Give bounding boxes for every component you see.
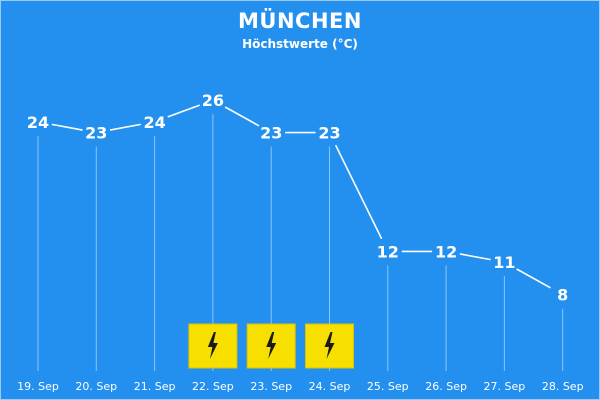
lightning-bolt-icon	[188, 323, 238, 369]
data-label: 24	[143, 113, 165, 132]
data-label: 12	[377, 242, 399, 261]
series-line-segment	[334, 144, 383, 240]
x-tick-label: 22. Sep	[192, 380, 234, 393]
chart-subtitle: Höchstwerte (°C)	[242, 37, 358, 51]
data-label: 11	[493, 253, 515, 272]
data-label: 12	[435, 242, 457, 261]
x-tick-label: 27. Sep	[484, 380, 526, 393]
x-tick-label: 25. Sep	[367, 380, 409, 393]
data-label: 26	[202, 91, 224, 110]
x-tick-label: 26. Sep	[425, 380, 467, 393]
series-line-segment	[224, 106, 260, 127]
data-label: 23	[85, 124, 107, 143]
data-label: 23	[260, 124, 282, 143]
x-tick-label: 24. Sep	[309, 380, 351, 393]
x-tick-label: 28. Sep	[542, 380, 584, 393]
x-tick-label: 23. Sep	[250, 380, 292, 393]
x-tick-label: 21. Sep	[134, 380, 176, 393]
series-line-segment	[516, 268, 551, 289]
series-line-segment	[51, 123, 83, 131]
x-tick-label: 19. Sep	[17, 380, 59, 393]
series-line-segment	[167, 104, 201, 118]
series-line-segment	[459, 253, 491, 261]
chart-title: MÜNCHEN	[238, 9, 362, 33]
lightning-bolt-icon	[246, 323, 296, 369]
data-label: 24	[27, 113, 49, 132]
series-line-segment	[109, 123, 141, 131]
lightning-bolt-icon	[305, 323, 354, 369]
data-label: 8	[557, 286, 568, 305]
x-tick-label: 20. Sep	[75, 380, 117, 393]
data-label: 23	[318, 124, 340, 143]
